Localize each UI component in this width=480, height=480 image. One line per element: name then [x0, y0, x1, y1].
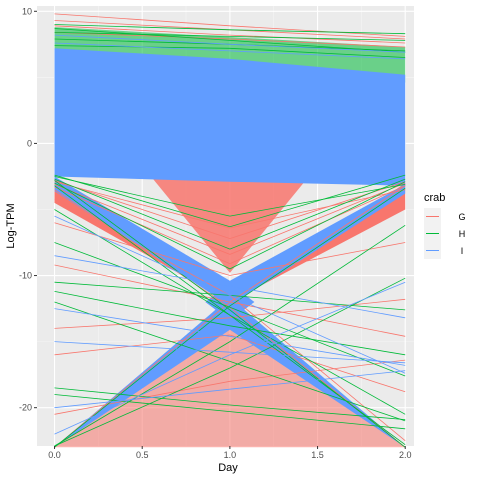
legend-label: G	[458, 212, 465, 222]
series-line-h	[54, 277, 406, 447]
expression-bands	[54, 27, 406, 448]
series-i-main-band	[54, 48, 406, 186]
series-line-h	[54, 178, 406, 250]
series-line-i	[54, 308, 406, 366]
y-tick-label: -10	[19, 271, 32, 281]
series-g-triangle-top	[151, 176, 309, 273]
series-line-h	[54, 174, 406, 228]
legend-label: I	[461, 246, 464, 256]
series-line-g	[54, 264, 406, 337]
series-line-g	[54, 32, 406, 48]
series-line-h	[54, 242, 406, 377]
series-line-i	[54, 215, 406, 374]
series-lines	[54, 13, 406, 448]
series-line-g	[54, 334, 406, 393]
series-line-h	[54, 209, 406, 415]
series-line-g	[54, 13, 406, 37]
legend: crab GHI	[424, 192, 466, 259]
series-line-h	[54, 394, 406, 430]
series-line-g	[54, 25, 406, 44]
series-line-i	[54, 34, 406, 53]
x-axis-title: Day	[218, 462, 238, 474]
series-line-h	[54, 387, 406, 420]
x-tick-label: 1.5	[311, 450, 324, 460]
series-line-g	[54, 185, 406, 265]
legend-title: crab	[424, 192, 445, 204]
y-axis-ticks: 10 0 -10 -20	[19, 6, 37, 413]
series-line-h	[54, 24, 406, 35]
legend-label: H	[459, 229, 466, 239]
x-tick-label: 1.0	[224, 450, 237, 460]
series-line-h	[54, 32, 406, 41]
series-line-h	[54, 181, 406, 270]
x-tick-label: 0.5	[136, 450, 149, 460]
y-tick-label: 10	[22, 6, 32, 16]
series-line-g	[54, 222, 406, 276]
series-line-i	[54, 42, 406, 60]
series-line-i	[54, 341, 406, 364]
series-line-h	[54, 28, 406, 53]
y-tick-label: 0	[27, 138, 32, 148]
series-line-i	[54, 281, 406, 435]
series-line-h	[54, 45, 406, 58]
series-line-i	[54, 370, 406, 409]
x-tick-label: 0.0	[48, 450, 61, 460]
series-line-g	[54, 359, 406, 415]
series-i-lower-x	[54, 296, 406, 448]
series-line-h	[54, 224, 406, 447]
series-g-lower-fan	[54, 309, 406, 448]
y-axis-title: Log-TPM	[5, 203, 17, 248]
series-line-i	[54, 255, 406, 319]
y-tick-label: -20	[19, 403, 32, 413]
series-line-h	[54, 176, 406, 217]
series-line-g	[54, 180, 406, 240]
series-line-h	[54, 291, 406, 356]
x-tick-label: 2.0	[399, 450, 412, 460]
x-axis-ticks: 0.0 0.5 1.0 1.5 2.0	[48, 446, 411, 460]
series-line-g	[54, 182, 406, 255]
series-line-h	[54, 301, 406, 422]
